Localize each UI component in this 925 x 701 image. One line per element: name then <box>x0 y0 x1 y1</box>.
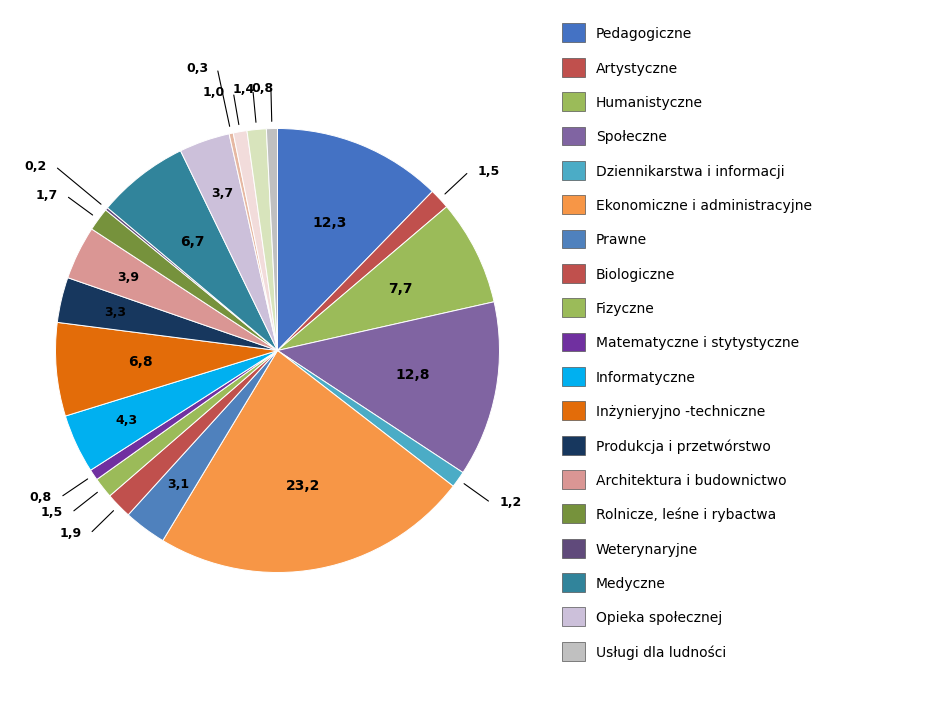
Text: Inżynieryjno -techniczne: Inżynieryjno -techniczne <box>596 405 765 419</box>
Text: Społeczne: Społeczne <box>596 130 667 144</box>
Text: Fizyczne: Fizyczne <box>596 302 655 316</box>
Text: 1,2: 1,2 <box>500 496 522 509</box>
Text: 1,7: 1,7 <box>35 189 57 202</box>
Bar <box>562 402 585 420</box>
Text: 3,9: 3,9 <box>117 271 139 284</box>
Wedge shape <box>105 207 278 350</box>
Text: 0,8: 0,8 <box>30 491 52 504</box>
Text: Pedagogiczne: Pedagogiczne <box>596 27 692 41</box>
Bar <box>562 367 585 386</box>
Wedge shape <box>107 151 278 350</box>
Text: Artystyczne: Artystyczne <box>596 62 678 76</box>
Wedge shape <box>92 210 278 350</box>
Text: 12,8: 12,8 <box>396 368 430 382</box>
Wedge shape <box>129 350 278 540</box>
Text: 6,8: 6,8 <box>128 355 153 369</box>
Text: Rolnicze, leśne i rybactwa: Rolnicze, leśne i rybactwa <box>596 508 776 522</box>
Bar <box>562 608 585 626</box>
Text: Biologiczne: Biologiczne <box>596 268 675 282</box>
Text: 3,3: 3,3 <box>105 306 127 319</box>
Text: 1,9: 1,9 <box>59 527 81 540</box>
Wedge shape <box>278 191 447 350</box>
Text: 23,2: 23,2 <box>286 479 320 493</box>
Wedge shape <box>180 134 278 350</box>
Bar <box>562 57 585 76</box>
Text: 0,2: 0,2 <box>24 160 46 173</box>
Text: Opieka społecznej: Opieka społecznej <box>596 611 722 625</box>
Text: Architektura i budownictwo: Architektura i budownictwo <box>596 474 786 488</box>
Text: 6,7: 6,7 <box>180 235 205 249</box>
Bar <box>562 126 585 145</box>
Bar <box>562 470 585 489</box>
Text: 1,5: 1,5 <box>41 506 63 519</box>
Wedge shape <box>278 350 462 486</box>
Bar <box>562 573 585 592</box>
Bar <box>562 92 585 111</box>
Bar <box>562 264 585 283</box>
Wedge shape <box>57 278 278 350</box>
Wedge shape <box>278 128 432 350</box>
Wedge shape <box>56 322 278 416</box>
Text: 1,5: 1,5 <box>477 165 500 178</box>
Text: 4,3: 4,3 <box>116 414 138 427</box>
Text: Prawne: Prawne <box>596 233 647 247</box>
Bar <box>562 333 585 351</box>
Text: Informatyczne: Informatyczne <box>596 371 696 385</box>
Text: Ekonomiczne i administracyjne: Ekonomiczne i administracyjne <box>596 199 812 213</box>
Text: Weterynaryjne: Weterynaryjne <box>596 543 697 557</box>
Text: Humanistyczne: Humanistyczne <box>596 96 703 110</box>
Wedge shape <box>229 133 278 350</box>
Wedge shape <box>68 229 278 350</box>
Wedge shape <box>233 130 278 350</box>
Bar <box>562 299 585 317</box>
Wedge shape <box>66 350 278 470</box>
Bar <box>562 642 585 661</box>
Wedge shape <box>91 350 278 479</box>
Text: 0,8: 0,8 <box>251 82 273 95</box>
Text: 1,0: 1,0 <box>203 86 225 99</box>
Text: 1,4: 1,4 <box>233 83 255 96</box>
Text: Medyczne: Medyczne <box>596 577 666 591</box>
Text: Dziennikarstwa i informacji: Dziennikarstwa i informacji <box>596 165 784 179</box>
Text: Matematyczne i stytystyczne: Matematyczne i stytystyczne <box>596 336 799 350</box>
Bar <box>562 23 585 42</box>
Text: 12,3: 12,3 <box>312 216 347 230</box>
Bar <box>562 161 585 179</box>
Text: Produkcja i przetwórstwo: Produkcja i przetwórstwo <box>596 440 771 454</box>
Bar <box>562 195 585 214</box>
Text: 0,3: 0,3 <box>186 62 208 75</box>
Text: 7,7: 7,7 <box>388 282 413 296</box>
Bar <box>562 230 585 248</box>
Wedge shape <box>278 207 494 350</box>
Wedge shape <box>163 350 453 573</box>
Wedge shape <box>266 128 278 350</box>
Text: Usługi dla ludności: Usługi dla ludności <box>596 646 726 660</box>
Wedge shape <box>278 301 500 472</box>
Text: 3,7: 3,7 <box>212 186 234 200</box>
Text: 3,1: 3,1 <box>167 477 189 491</box>
Bar <box>562 436 585 454</box>
Wedge shape <box>247 129 278 350</box>
Bar <box>562 539 585 557</box>
Wedge shape <box>110 350 278 515</box>
Wedge shape <box>97 350 278 496</box>
Bar <box>562 505 585 523</box>
